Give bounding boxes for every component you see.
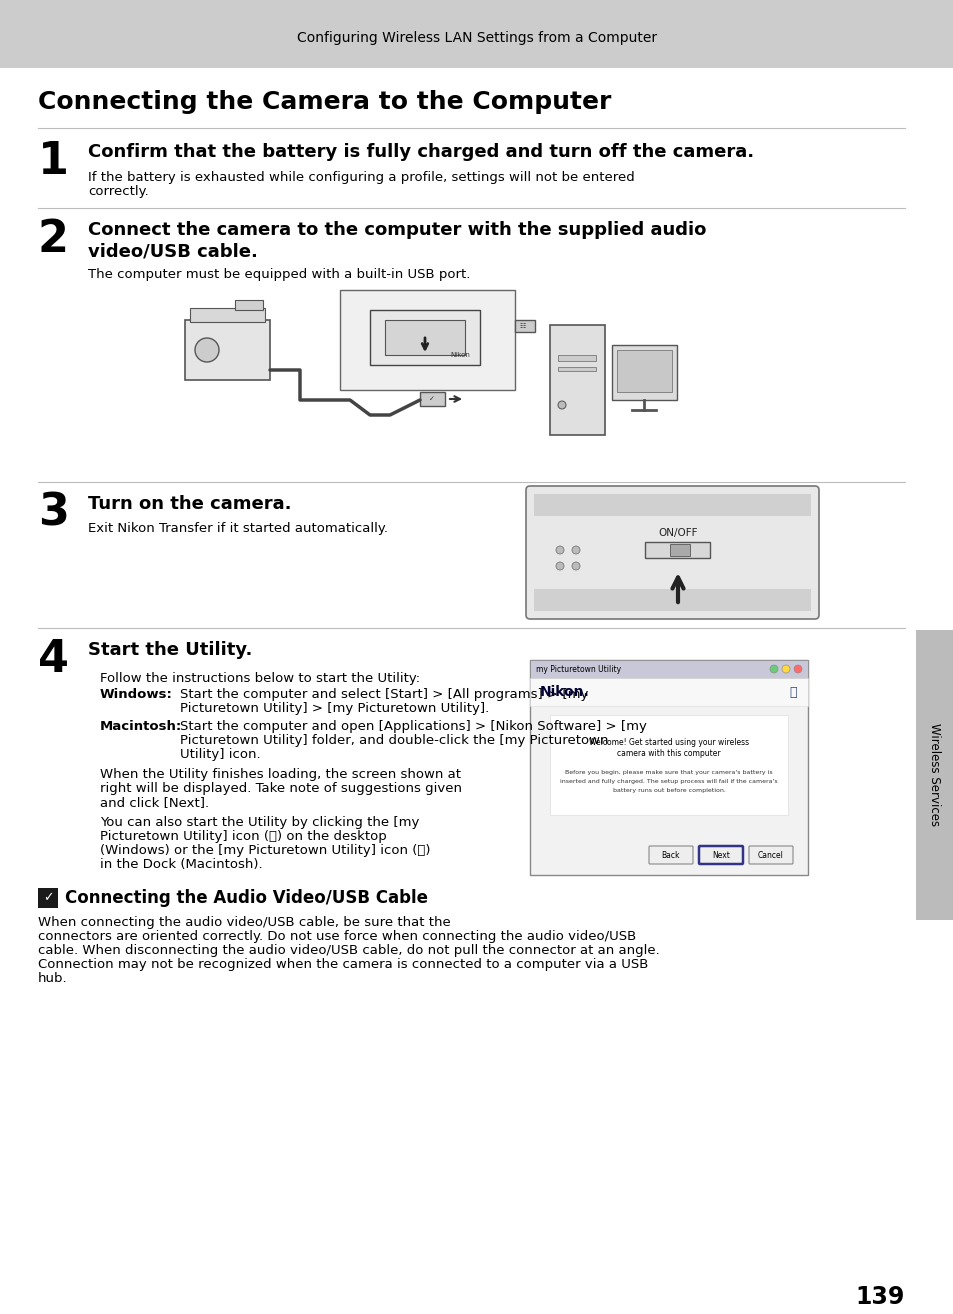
Text: Exit Nikon Transfer if it started automatically.: Exit Nikon Transfer if it started automa… — [88, 522, 388, 535]
Text: The computer must be equipped with a built-in USB port.: The computer must be equipped with a bui… — [88, 268, 470, 281]
Text: correctly.: correctly. — [88, 185, 149, 198]
Text: When the Utility finishes loading, the screen shown at: When the Utility finishes loading, the s… — [100, 767, 460, 781]
Text: battery runs out before completion.: battery runs out before completion. — [612, 788, 724, 794]
Text: ON/OFF: ON/OFF — [658, 528, 697, 537]
Bar — [530, 660, 807, 678]
Text: Before you begin, please make sure that your camera's battery is: Before you begin, please make sure that … — [564, 770, 772, 775]
Text: Connecting the Audio Video/USB Cable: Connecting the Audio Video/USB Cable — [65, 890, 428, 907]
Text: Windows:: Windows: — [100, 689, 172, 700]
Bar — [534, 494, 810, 516]
Text: camera with this computer: camera with this computer — [617, 749, 720, 758]
Text: Configuring Wireless LAN Settings from a Computer: Configuring Wireless LAN Settings from a… — [296, 32, 657, 45]
FancyBboxPatch shape — [699, 846, 742, 865]
Text: You can also start the Utility by clicking the [my: You can also start the Utility by clicki… — [100, 816, 419, 829]
Bar — [530, 678, 807, 706]
Circle shape — [556, 562, 563, 570]
Bar — [558, 355, 596, 361]
Circle shape — [793, 665, 801, 673]
Text: Start the Utility.: Start the Utility. — [88, 641, 253, 660]
Text: Cancel: Cancel — [758, 850, 783, 859]
Bar — [550, 715, 787, 815]
Text: Nikon.: Nikon. — [539, 685, 589, 699]
Text: connectors are oriented correctly. Do not use force when connecting the audio vi: connectors are oriented correctly. Do no… — [38, 930, 636, 943]
Bar — [534, 589, 810, 611]
Text: Start the computer and open [Applications] > [Nikon Software] > [my: Start the computer and open [Application… — [180, 720, 646, 733]
Bar — [644, 541, 709, 558]
Bar — [339, 290, 515, 390]
Text: 2: 2 — [38, 218, 69, 261]
Text: Nikon: Nikon — [450, 352, 470, 357]
Text: Connecting the Camera to the Computer: Connecting the Camera to the Computer — [38, 89, 611, 114]
Text: Picturetown Utility] > [my Picturetown Utility].: Picturetown Utility] > [my Picturetown U… — [180, 702, 489, 715]
Text: video/USB cable.: video/USB cable. — [88, 242, 257, 260]
Text: right will be displayed. Take note of suggestions given: right will be displayed. Take note of su… — [100, 782, 461, 795]
Circle shape — [572, 547, 579, 555]
Bar — [385, 321, 464, 355]
Circle shape — [769, 665, 778, 673]
Text: When connecting the audio video/USB cable, be sure that the: When connecting the audio video/USB cabl… — [38, 916, 450, 929]
Bar — [915, 629, 953, 920]
Bar — [669, 544, 689, 556]
Text: 4: 4 — [38, 639, 69, 681]
Text: hub.: hub. — [38, 972, 68, 986]
Circle shape — [556, 547, 563, 555]
Text: Picturetown Utility] folder, and double-click the [my Picturetown: Picturetown Utility] folder, and double-… — [180, 735, 608, 746]
Text: Confirm that the battery is fully charged and turn off the camera.: Confirm that the battery is fully charge… — [88, 143, 753, 162]
Text: Connection may not be recognized when the camera is connected to a computer via : Connection may not be recognized when th… — [38, 958, 648, 971]
FancyBboxPatch shape — [748, 846, 792, 865]
Bar — [558, 367, 596, 371]
Text: Back: Back — [661, 850, 679, 859]
FancyBboxPatch shape — [525, 486, 818, 619]
Text: Next: Next — [711, 850, 729, 859]
Text: inserted and fully charged. The setup process will fail if the camera's: inserted and fully charged. The setup pr… — [559, 779, 777, 784]
Bar — [530, 660, 807, 875]
Text: Welcome! Get started using your wireless: Welcome! Get started using your wireless — [588, 738, 748, 746]
Circle shape — [558, 401, 565, 409]
Text: ⓢ: ⓢ — [788, 686, 796, 699]
Bar — [190, 307, 265, 322]
Text: ✓: ✓ — [43, 891, 53, 904]
Text: Picturetown Utility] icon (ⓐ) on the desktop: Picturetown Utility] icon (ⓐ) on the des… — [100, 830, 386, 844]
Text: Start the computer and select [Start] > [All programs] > [my: Start the computer and select [Start] > … — [180, 689, 588, 700]
Text: Follow the instructions below to start the Utility:: Follow the instructions below to start t… — [100, 671, 419, 685]
Text: 139: 139 — [855, 1285, 904, 1309]
Text: Utility] icon.: Utility] icon. — [180, 748, 260, 761]
Circle shape — [572, 562, 579, 570]
Bar — [419, 392, 444, 406]
Text: If the battery is exhausted while configuring a profile, settings will not be en: If the battery is exhausted while config… — [88, 171, 634, 184]
Text: my Picturetown Utility: my Picturetown Utility — [536, 665, 620, 674]
Bar — [617, 350, 671, 392]
Circle shape — [781, 665, 789, 673]
FancyBboxPatch shape — [648, 846, 692, 865]
Bar — [612, 346, 677, 399]
Bar — [38, 888, 58, 908]
Text: Turn on the camera.: Turn on the camera. — [88, 495, 292, 512]
Text: cable. When disconnecting the audio video/USB cable, do not pull the connector a: cable. When disconnecting the audio vide… — [38, 943, 659, 957]
Bar — [0, 0, 953, 68]
Text: ✓: ✓ — [429, 396, 435, 402]
Bar — [550, 325, 604, 435]
Text: (Windows) or the [my Picturetown Utility] icon (ⓐ): (Windows) or the [my Picturetown Utility… — [100, 844, 430, 857]
Text: 1: 1 — [38, 141, 69, 183]
Bar — [515, 321, 535, 332]
Text: Connect the camera to the computer with the supplied audio: Connect the camera to the computer with … — [88, 221, 705, 239]
Text: in the Dock (Macintosh).: in the Dock (Macintosh). — [100, 858, 262, 871]
Text: Macintosh:: Macintosh: — [100, 720, 182, 733]
Circle shape — [194, 338, 219, 361]
Bar — [234, 300, 263, 310]
Text: ☷: ☷ — [519, 323, 525, 328]
Text: 3: 3 — [38, 491, 69, 535]
Text: and click [Next].: and click [Next]. — [100, 796, 209, 809]
Text: Wireless Services: Wireless Services — [927, 724, 941, 827]
Bar — [185, 321, 270, 380]
Bar — [370, 310, 479, 365]
